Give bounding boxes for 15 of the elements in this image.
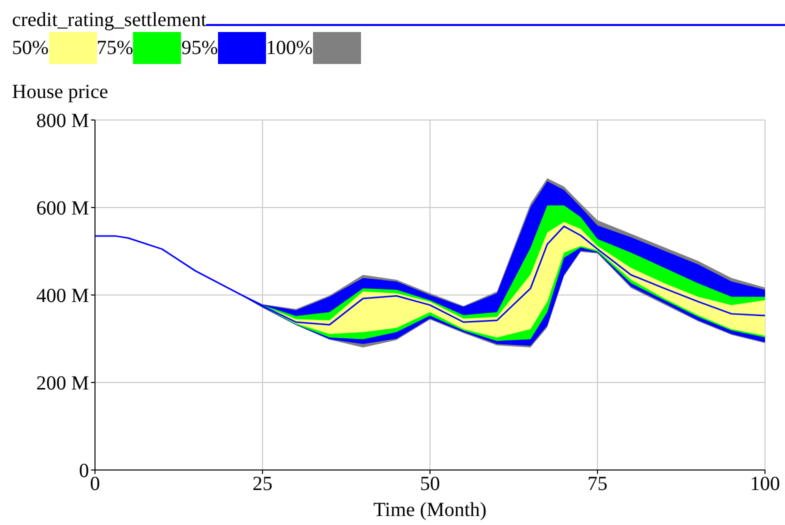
legend-label: 100% [266, 36, 313, 60]
x-tick-label: 50 [420, 473, 440, 496]
y-tick-label: 200 M [36, 372, 90, 395]
x-axis-title: Time (Month) [373, 499, 487, 521]
y-tick-label: 600 M [36, 198, 90, 220]
legend-label: 75% [96, 36, 134, 60]
legend-label: credit_rating_settlement [11, 8, 206, 32]
legend-label: 95% [181, 36, 218, 60]
x-tick-label: 100 [750, 473, 780, 496]
x-tick-label: 25 [252, 473, 272, 496]
y-axis-title: House price [11, 80, 110, 105]
x-tick-label: 75 [588, 473, 608, 496]
y-tick-label: 400 M [36, 285, 90, 308]
y-tick-label: 800 M [36, 110, 90, 132]
legend-label: 50% [12, 36, 49, 60]
